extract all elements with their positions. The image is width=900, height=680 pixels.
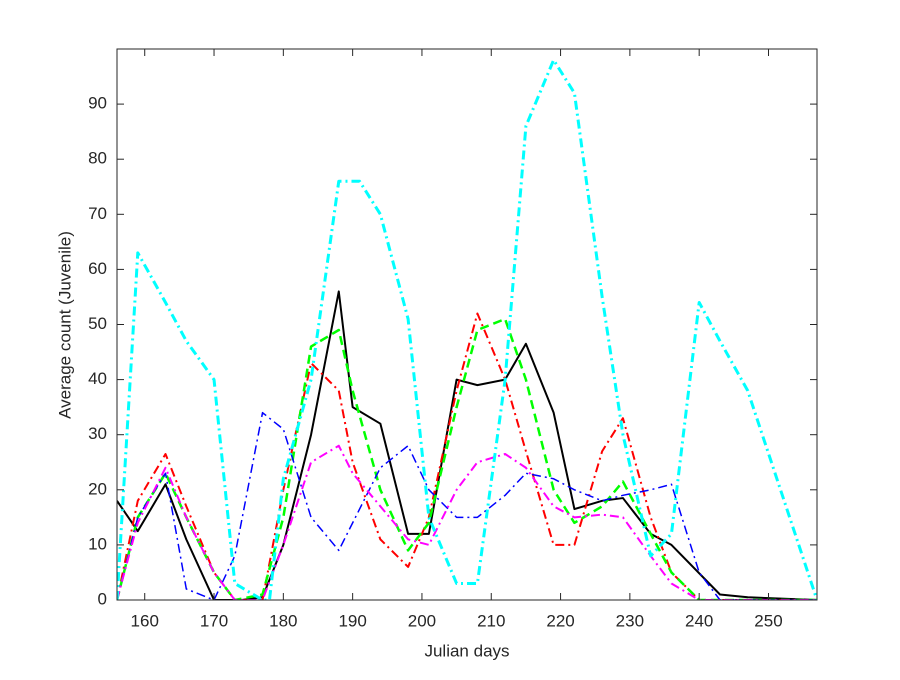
y-tick-label: 40 [88, 369, 107, 388]
y-tick-label: 70 [88, 204, 107, 223]
y-tick-label: 20 [88, 479, 107, 498]
x-tick-label: 230 [616, 611, 644, 630]
x-tick-label: 180 [269, 611, 297, 630]
x-tick-label: 220 [546, 611, 574, 630]
x-tick-label: 250 [754, 611, 782, 630]
y-tick-label: 30 [88, 424, 107, 443]
data-line [117, 58, 817, 600]
x-tick-label: 200 [408, 611, 436, 630]
x-tick-label: 190 [338, 611, 366, 630]
x-tick-label: 170 [200, 611, 228, 630]
y-tick-label: 90 [88, 94, 107, 113]
y-tick-label: 10 [88, 534, 107, 553]
x-axis-label: Julian days [424, 641, 509, 660]
x-tick-label: 240 [685, 611, 713, 630]
y-tick-label: 80 [88, 149, 107, 168]
y-axis-label: Average count (Juvenile) [55, 231, 74, 419]
x-tick-label: 210 [477, 611, 505, 630]
plot-frame [116, 48, 818, 601]
data-line [117, 317, 817, 600]
x-tick-label: 160 [131, 611, 159, 630]
y-tick-label: 0 [98, 589, 107, 608]
y-tick-label: 50 [88, 314, 107, 333]
y-tick-label: 60 [88, 259, 107, 278]
data-line [117, 411, 817, 600]
